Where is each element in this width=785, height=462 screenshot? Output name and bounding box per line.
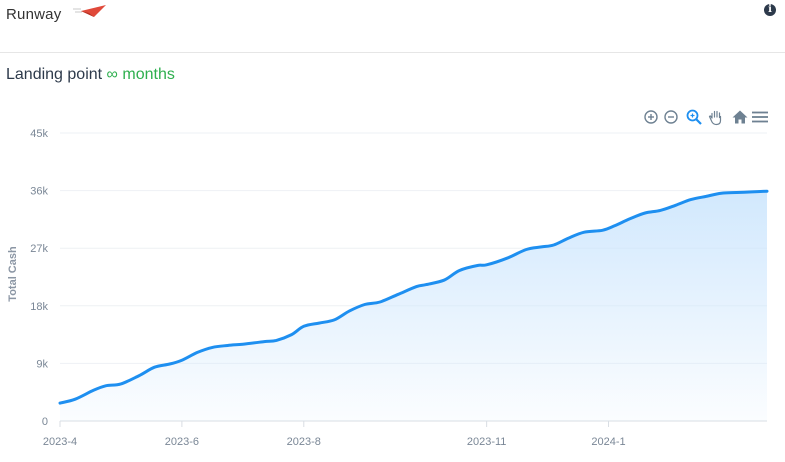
y-tick-label: 0 <box>42 416 48 428</box>
x-tick-label: 2023-8 <box>287 436 321 448</box>
x-tick-label: 2023-6 <box>165 436 199 448</box>
app-title: Runway <box>6 6 62 23</box>
y-axis-ticks: 0 9k 18k 27k 36k 45k <box>30 128 48 428</box>
y-tick-label: 18k <box>30 301 48 313</box>
info-icon[interactable]: i <box>764 4 776 16</box>
series-line-total-cash <box>58 189 769 405</box>
zoom-out-icon[interactable] <box>662 108 680 126</box>
area-fill-layer <box>58 189 769 421</box>
y-tick-label: 45k <box>30 128 48 140</box>
x-tick-label: 2023-4 <box>43 436 77 448</box>
y-tick-label: 36k <box>30 186 48 198</box>
reset-home-icon[interactable] <box>731 108 749 126</box>
zoom-in-icon[interactable] <box>642 108 660 126</box>
y-axis-label: Total Cash <box>7 246 19 302</box>
red-paper-plane-logo <box>72 2 108 25</box>
y-tick-label: 9k <box>36 358 48 370</box>
selection-zoom-icon[interactable] <box>685 108 703 126</box>
landing-point-summary: Landing point ∞ months <box>6 66 175 84</box>
series-area-fill <box>60 191 767 421</box>
menu-icon[interactable] <box>751 108 769 126</box>
y-tick-label: 27k <box>30 243 48 255</box>
landing-point-value: ∞ months <box>106 66 175 83</box>
landing-point-label: Landing point <box>6 66 103 83</box>
x-tick-label: 2024-1 <box>591 436 625 448</box>
app-header: Runway i <box>0 0 785 53</box>
pan-icon[interactable] <box>707 108 725 126</box>
x-axis-ticks: 2023-4 2023-6 2023-8 2023-11 2024-1 <box>43 421 626 448</box>
x-tick-label: 2023-11 <box>467 436 507 448</box>
